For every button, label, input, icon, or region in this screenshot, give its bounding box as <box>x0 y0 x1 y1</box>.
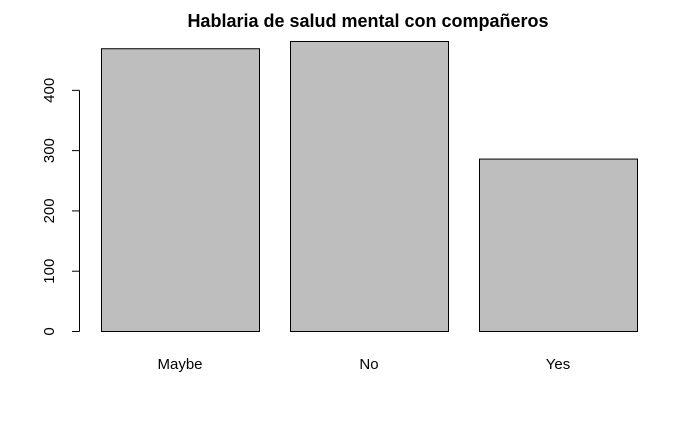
y-tick-label-400: 400 <box>41 78 58 103</box>
category-label-no: No <box>359 356 378 373</box>
y-axis: 0 100 200 300 400 <box>41 78 80 336</box>
x-axis-labels: Maybe No Yes <box>157 356 570 373</box>
chart-title: Hablaria de salud mental con compañeros <box>187 11 548 31</box>
bar-no <box>290 41 449 332</box>
bars-group <box>101 41 638 333</box>
y-tick-label-200: 200 <box>41 198 58 223</box>
bar-maybe <box>101 48 260 333</box>
y-tick-label-0: 0 <box>41 327 58 335</box>
y-tick-label-100: 100 <box>41 259 58 284</box>
category-label-maybe: Maybe <box>157 356 202 373</box>
y-tick-label-300: 300 <box>41 138 58 163</box>
bar-yes <box>479 158 638 332</box>
category-label-yes: Yes <box>546 356 570 373</box>
